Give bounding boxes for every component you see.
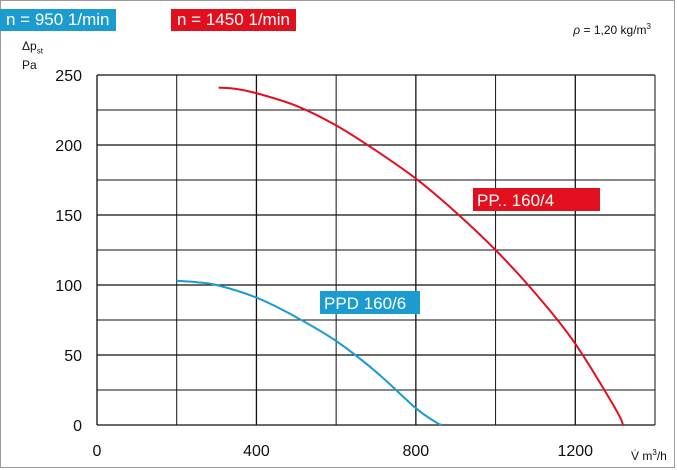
y-axis-label: Δpst Pa	[22, 39, 43, 72]
density-exponent: 3	[646, 22, 651, 31]
y-tick-label: 0	[73, 418, 82, 435]
y-axis-subscript: st	[36, 46, 43, 56]
x-tick-label: 400	[243, 443, 270, 460]
x-tick-label: 800	[403, 443, 430, 460]
x-tick-label: 0	[93, 443, 102, 460]
curve-label: PPD 160/6	[324, 294, 406, 313]
air-density-label: ρ = 1,20 kg/m3	[573, 22, 651, 37]
y-tick-label: 50	[64, 348, 82, 365]
density-value: = 1,20 kg/m	[583, 23, 647, 37]
y-tick-label: 100	[55, 278, 82, 295]
x-axis-unit-tail: /h	[656, 449, 667, 463]
y-tick-label: 250	[55, 68, 82, 85]
y-tick-label: 200	[55, 138, 82, 155]
x-axis-unit: m	[642, 449, 653, 463]
x-axis-symbol: V̇	[631, 449, 640, 463]
x-axis-exponent: 3	[652, 448, 657, 457]
rho-symbol: ρ	[573, 23, 581, 37]
y-tick-label: 150	[55, 208, 82, 225]
curve-pp-160-4	[218, 86, 625, 426]
curve-label-box	[473, 188, 600, 211]
curve-label: PP.. 160/4	[477, 191, 554, 210]
x-axis-label: V̇ m3/h	[631, 448, 667, 463]
speed-badge-1450: n = 1450 1/min	[171, 9, 296, 31]
speed-badge-950: n = 950 1/min	[0, 9, 116, 31]
y-axis-symbol: Δp	[22, 39, 37, 53]
x-tick-label: 1200	[557, 443, 593, 460]
curve-label-box	[320, 291, 420, 314]
curve-ppd-160-6	[176, 279, 443, 426]
y-axis-unit: Pa	[22, 58, 37, 73]
